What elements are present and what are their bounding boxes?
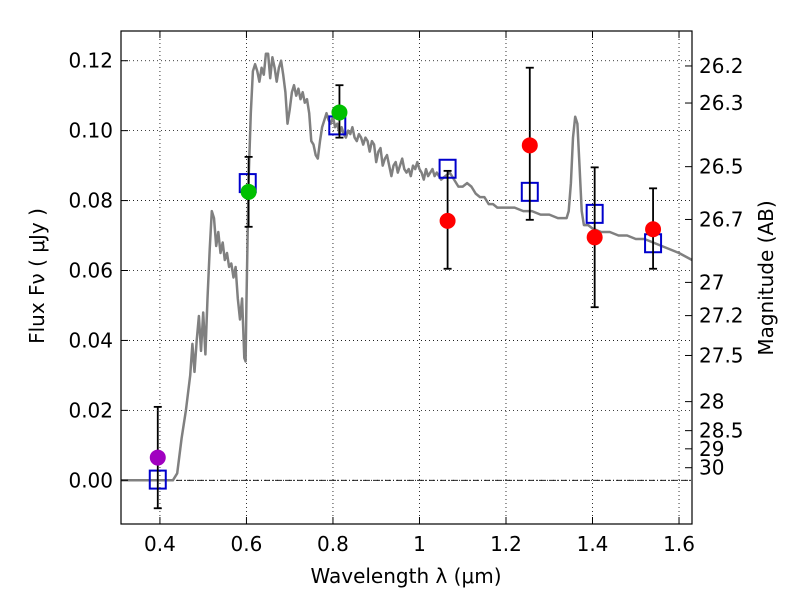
x-tick-label: 1 (413, 532, 426, 556)
mag-tick-label: 26.7 (699, 207, 744, 231)
mag-tick-label: 26.5 (699, 155, 744, 179)
observed-point (240, 183, 257, 200)
x-tick-label: 0.6 (231, 532, 263, 556)
x-tick-label: 1.2 (490, 532, 522, 556)
mag-tick-label: 29 (699, 437, 724, 461)
y-tick-label: 0.04 (68, 328, 113, 352)
mag-tick-label: 26.2 (699, 54, 744, 78)
mag-tick-label: 27.2 (699, 304, 744, 328)
y-axis-right-label: Magnitude (AB) (754, 200, 778, 355)
x-tick-label: 1.6 (663, 532, 695, 556)
y-tick-label: 0.02 (68, 398, 113, 422)
y-tick-label: 0.10 (68, 119, 113, 143)
mag-tick-label: 28 (699, 390, 724, 414)
observed-point (439, 212, 456, 229)
observed-point (331, 104, 348, 121)
observed-point (645, 221, 662, 238)
observed-point (586, 229, 603, 246)
x-tick-label: 1.4 (577, 532, 609, 556)
mag-tick-label: 26.3 (699, 91, 744, 115)
y-tick-label: 0.00 (68, 468, 113, 492)
y-tick-label: 0.08 (68, 189, 113, 213)
y-axis-label: Flux Fν ( μJy ) (25, 208, 49, 344)
y-tick-label: 0.06 (68, 259, 113, 283)
mag-tick-label: 28.5 (699, 419, 744, 443)
mag-tick-label: 30 (699, 456, 724, 480)
grid-lines (121, 31, 692, 524)
model-sed-line (121, 52, 693, 482)
observed-point (149, 449, 166, 466)
plot-area (121, 52, 693, 510)
x-axis-label: Wavelength λ (μm) (310, 564, 501, 588)
observed-point (521, 137, 538, 154)
mag-tick-label: 27.5 (699, 343, 744, 367)
x-tick-label: 0.4 (144, 532, 176, 556)
y-tick-label: 0.12 (68, 49, 113, 73)
axis-ticks: 0.4 0.6 0.8 1 1.2 1.4 1.6 0.00 0.02 0.04 0.06 0.08 0… (68, 31, 744, 556)
x-tick-label: 0.8 (317, 532, 349, 556)
mag-tick-label: 27 (699, 270, 724, 294)
axes-frame (120, 30, 693, 525)
